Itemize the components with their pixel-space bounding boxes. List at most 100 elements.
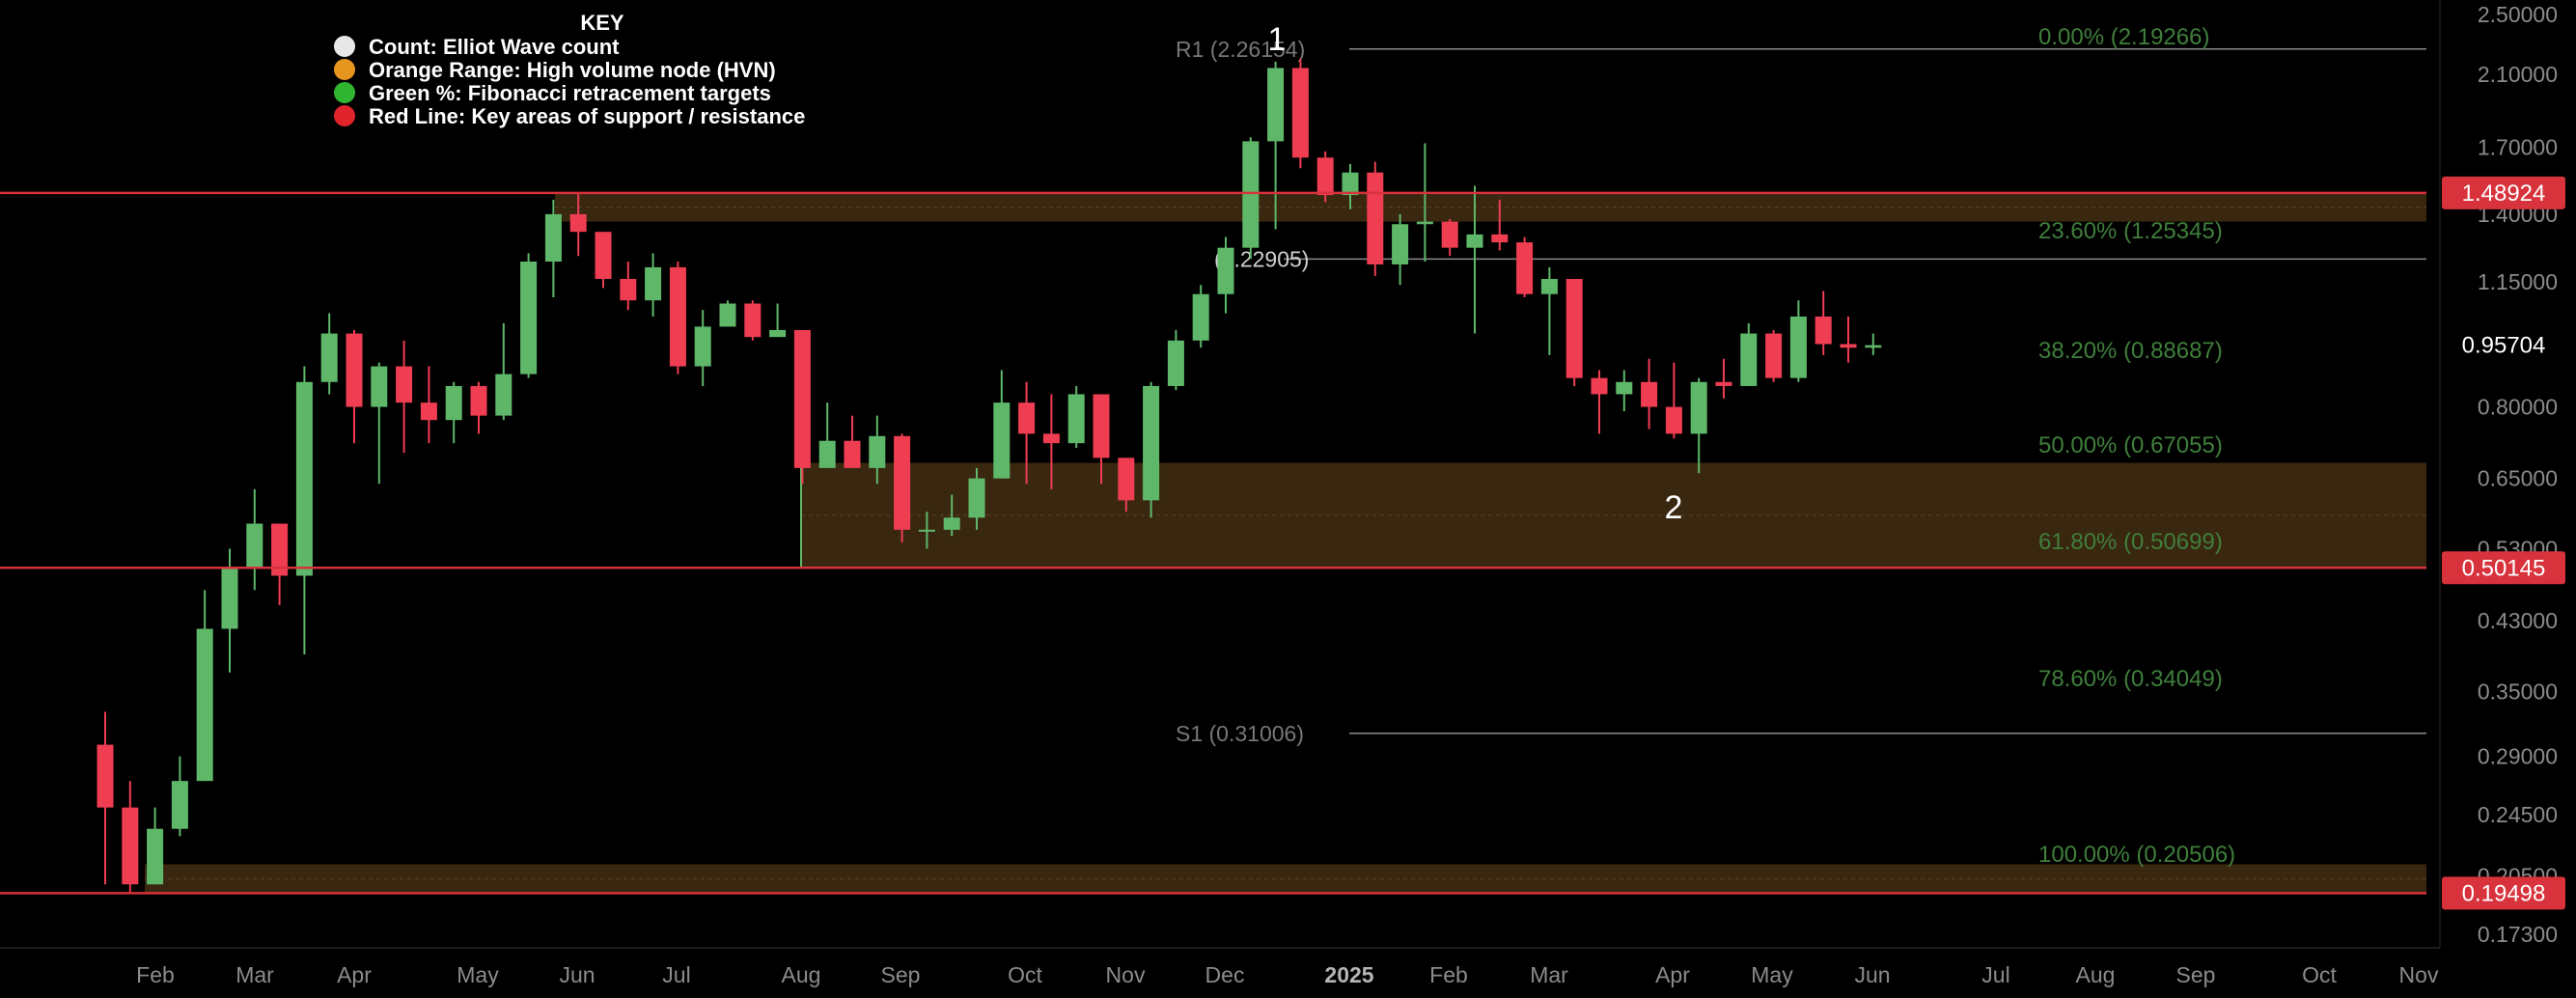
x-tick-label: Mar	[1530, 962, 1568, 987]
candle-body	[1540, 278, 1558, 294]
wave-label: 2	[1665, 489, 1683, 526]
price-tag-label: 0.19498	[2462, 880, 2546, 906]
x-axis: Feb Mar Apr May Jun Jul Aug Sep Oct Nov Dec 2025 Feb…	[0, 947, 2440, 987]
fib-label: 38.20% (0.88687)	[2038, 338, 2223, 364]
candle-body	[744, 303, 762, 338]
candle-body	[918, 529, 935, 532]
fib-label: 50.00% (0.67055)	[2038, 432, 2223, 458]
candle-body	[1267, 68, 1285, 142]
y-tick-label: 0.24500	[2478, 802, 2558, 827]
candles	[97, 58, 1882, 894]
x-tick-label: Mar	[235, 962, 274, 987]
candle-body	[968, 478, 985, 518]
candle-body	[1093, 394, 1110, 458]
x-tick-label: Nov	[2399, 962, 2439, 987]
x-tick-label: Dec	[1205, 962, 1245, 987]
legend-dot-orange	[334, 59, 355, 80]
hvn-ranges	[145, 192, 2426, 894]
price-tag-bg	[2442, 876, 2565, 910]
candle-body	[1591, 377, 1608, 395]
y-tick-label: 0.17300	[2478, 922, 2558, 947]
candle-body	[645, 266, 662, 301]
pivot-label: S1 (0.31006)	[1176, 721, 1304, 746]
candle-body	[894, 435, 911, 530]
x-tick-label: Feb	[136, 962, 175, 987]
price-tag-label: 0.50145	[2462, 555, 2546, 581]
candle-body	[271, 523, 289, 576]
candle-body	[1565, 278, 1583, 378]
candle-body	[1291, 68, 1309, 158]
x-tick-label: Oct	[2302, 962, 2337, 987]
x-tick-label: Aug	[782, 962, 821, 987]
candle-body	[1367, 172, 1384, 264]
x-tick-label: 2025	[1324, 962, 1373, 987]
candle-body	[346, 333, 363, 407]
candle-body	[818, 440, 836, 468]
candle-body	[719, 303, 736, 327]
candle-body	[869, 435, 886, 468]
x-tick-label: Sep	[881, 962, 921, 987]
x-tick-label: Feb	[1429, 962, 1468, 987]
legend-item-orange-range: Orange Range: High volume node (HVN)	[369, 58, 776, 82]
candle-body	[569, 213, 587, 233]
candle-body	[1416, 221, 1433, 225]
candle-body	[246, 523, 263, 569]
y-tick-label: 0.80000	[2478, 395, 2558, 420]
candle-body	[595, 232, 612, 279]
x-tick-label: Jun	[1854, 962, 1890, 987]
candle-body	[1316, 157, 1334, 196]
elliott-wave-labels: 12	[1268, 21, 1683, 526]
candle-body	[993, 402, 1011, 479]
candle-body	[1740, 333, 1758, 386]
candle-body	[1789, 316, 1807, 378]
candle-body	[943, 517, 960, 530]
price-tag-bg	[2442, 551, 2565, 585]
candle-body	[694, 326, 711, 367]
candle-body	[1466, 234, 1483, 248]
fib-label: 0.00% (2.19266)	[2038, 24, 2209, 50]
x-tick-label: Sep	[2176, 962, 2216, 987]
pivot-label: R1 (2.26154)	[1176, 37, 1305, 62]
y-tick-label: 0.35000	[2478, 679, 2558, 705]
candle-body	[1865, 345, 1882, 348]
fib-label: 100.00% (0.20506)	[2038, 842, 2235, 868]
candle-body	[147, 828, 164, 885]
candle-body	[1665, 406, 1682, 434]
candle-body	[1118, 457, 1135, 501]
candle-body	[1516, 242, 1534, 294]
candle-body	[122, 807, 139, 885]
candle-body	[1143, 385, 1160, 501]
candle-body	[769, 329, 787, 338]
candle-body	[1690, 381, 1707, 434]
x-tick-label: Jun	[559, 962, 595, 987]
candle-body	[1814, 316, 1832, 345]
candle-body	[1715, 381, 1732, 386]
candle-body	[97, 744, 114, 808]
candle-body	[1018, 402, 1036, 434]
x-tick-label: Jul	[1981, 962, 2009, 987]
candle-body	[520, 262, 538, 374]
y-tick-label: 1.15000	[2478, 269, 2558, 294]
candle-body	[171, 781, 188, 829]
candle-body	[196, 628, 213, 782]
legend-item-green-percent: Green %: Fibonacci retracement targets	[369, 81, 771, 105]
candle-body	[1042, 433, 1060, 444]
candle-body	[1342, 172, 1359, 196]
candle-body	[1217, 247, 1234, 294]
candle-body	[371, 366, 388, 407]
candle-body	[396, 366, 413, 403]
legend-key: KEY Count: Elliot Wave count Orange Rang…	[334, 11, 805, 128]
candle-body	[1641, 381, 1658, 407]
support-resistance-lines	[0, 191, 2426, 895]
y-tick-label: 0.29000	[2478, 744, 2558, 769]
price-tag-bg	[2442, 176, 2565, 209]
candle-body	[844, 440, 861, 468]
candle-body	[669, 266, 686, 367]
current-price-tag-bg	[2442, 328, 2565, 362]
candle-body	[445, 385, 462, 421]
y-tick-label: 1.70000	[2478, 135, 2558, 160]
legend-title: KEY	[580, 11, 624, 35]
price-tags: 1.48924 0.50145 0.19498 0.95704	[2442, 176, 2565, 910]
candle-body	[1167, 340, 1184, 386]
